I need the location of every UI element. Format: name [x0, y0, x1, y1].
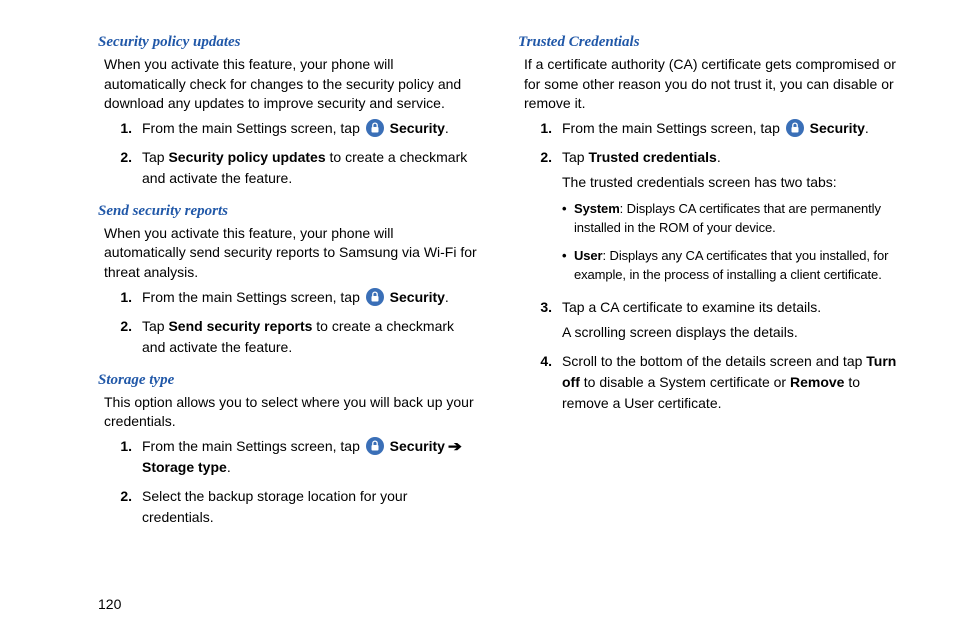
- step-item: 2.Tap Send security reports to create a …: [116, 316, 478, 362]
- section-intro: When you activate this feature, your pho…: [104, 224, 478, 283]
- security-lock-icon: [366, 119, 384, 137]
- page-number: 120: [98, 596, 121, 612]
- section-heading: Storage type: [98, 372, 478, 389]
- security-lock-icon: [366, 437, 384, 455]
- column-left: Security policy updates When you activate…: [98, 34, 478, 536]
- step-list: 1.From the main Settings screen, tap Sec…: [536, 118, 898, 418]
- step-item: 3.Tap a CA certificate to examine its de…: [536, 297, 898, 347]
- step-item: 2.Tap Trusted credentials.The trusted cr…: [536, 147, 898, 293]
- step-number: 1.: [116, 436, 142, 457]
- step-list: 1.From the main Settings screen, tap Sec…: [116, 118, 478, 193]
- step-item: 1.From the main Settings screen, tap Sec…: [536, 118, 898, 143]
- section-intro: If a certificate authority (CA) certific…: [524, 55, 898, 114]
- section-heading: Send security reports: [98, 203, 478, 220]
- step-number: 1.: [116, 118, 142, 139]
- step-list: 1.From the main Settings screen, tap Sec…: [116, 436, 478, 532]
- bullet-item: •User: Displays any CA certificates that…: [562, 246, 898, 285]
- security-lock-icon: [366, 288, 384, 306]
- bullet-item: •System: Displays CA certificates that a…: [562, 199, 898, 238]
- step-number: 1.: [116, 287, 142, 308]
- step-item: 2.Tap Security policy updates to create …: [116, 147, 478, 193]
- section-heading: Security policy updates: [98, 34, 478, 51]
- step-item: 1.From the main Settings screen, tap Sec…: [116, 436, 478, 482]
- step-number: 3.: [536, 297, 562, 318]
- step-item: 1.From the main Settings screen, tap Sec…: [116, 287, 478, 312]
- step-number: 1.: [536, 118, 562, 139]
- step-number: 2.: [116, 147, 142, 168]
- step-number: 4.: [536, 351, 562, 372]
- security-lock-icon: [786, 119, 804, 137]
- step-item: 2.Select the backup storage location for…: [116, 486, 478, 532]
- section-intro: This option allows you to select where y…: [104, 393, 478, 432]
- column-right: Trusted Credentials If a certificate auth…: [518, 34, 898, 536]
- step-item: 1.From the main Settings screen, tap Sec…: [116, 118, 478, 143]
- step-number: 2.: [536, 147, 562, 168]
- step-number: 2.: [116, 316, 142, 337]
- section-intro: When you activate this feature, your pho…: [104, 55, 478, 114]
- step-list: 1.From the main Settings screen, tap Sec…: [116, 287, 478, 362]
- step-item: 4.Scroll to the bottom of the details sc…: [536, 351, 898, 418]
- bullet-list: •System: Displays CA certificates that a…: [562, 199, 898, 285]
- step-number: 2.: [116, 486, 142, 507]
- section-heading: Trusted Credentials: [518, 34, 898, 51]
- page-columns: Security policy updates When you activate…: [98, 34, 898, 536]
